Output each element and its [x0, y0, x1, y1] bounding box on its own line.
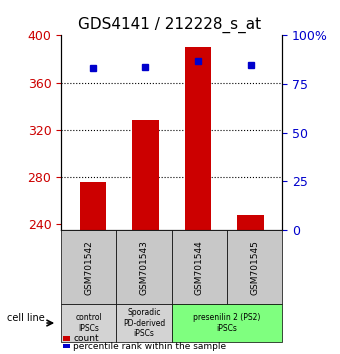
Text: GSM701545: GSM701545 [250, 240, 259, 295]
Text: GSM701544: GSM701544 [195, 240, 204, 295]
Bar [237, 215, 264, 230]
Text: presenilin 2 (PS2)
iPSCs: presenilin 2 (PS2) iPSCs [193, 313, 261, 333]
Text: GSM701543: GSM701543 [140, 240, 149, 295]
Text: control
IPSCs: control IPSCs [75, 313, 102, 333]
Text: GDS4141 / 212228_s_at: GDS4141 / 212228_s_at [79, 17, 261, 33]
Bar [132, 120, 158, 230]
Bar [185, 47, 211, 230]
Text: count: count [73, 334, 99, 343]
Text: GSM701542: GSM701542 [84, 240, 93, 295]
Text: percentile rank within the sample: percentile rank within the sample [73, 342, 226, 351]
Bar [80, 182, 106, 230]
Text: Sporadic
PD-derived
iPSCs: Sporadic PD-derived iPSCs [123, 308, 165, 338]
Text: cell line: cell line [7, 313, 45, 323]
